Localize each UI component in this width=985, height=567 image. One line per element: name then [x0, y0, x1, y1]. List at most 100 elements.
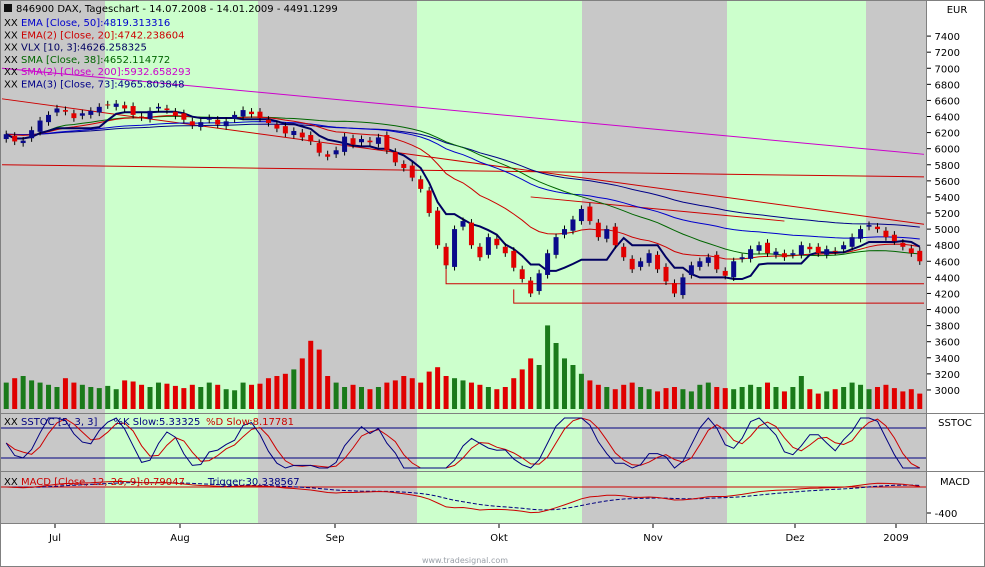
y-tick-label: 7200 [935, 48, 960, 59]
legend-item[interactable]: Trigger:30.338567 [207, 477, 300, 488]
volume-bar [291, 369, 297, 409]
volume-bar [249, 384, 255, 409]
candle-body [62, 110, 68, 112]
candle-body [139, 116, 145, 118]
candle-body [798, 245, 804, 255]
candle-body [511, 250, 517, 268]
candle-body [282, 126, 288, 134]
volume-bar [604, 387, 610, 409]
legend-prefix: XX [4, 477, 18, 488]
candle-body [375, 137, 381, 144]
volume-bar [282, 373, 288, 409]
volume-bar [54, 387, 60, 409]
candle-body [367, 140, 373, 143]
band-sstoc-4 [582, 414, 727, 471]
candle-body [172, 111, 178, 116]
candle-body [316, 143, 322, 153]
volume-bar [908, 389, 914, 409]
candle-body [460, 221, 466, 227]
volume-bar [807, 389, 813, 409]
candle-body [891, 234, 897, 242]
x-tick-label: Jul [48, 533, 61, 544]
volume-bar [164, 383, 170, 409]
volume-bar [181, 388, 187, 409]
chart-header: 846900 DAX, Tageschart - 14.07.2008 - 14… [4, 4, 338, 15]
candle-body [595, 222, 601, 238]
candle-body [3, 134, 9, 140]
candle-body [502, 246, 508, 254]
volume-bar [722, 388, 728, 409]
y-tick-label: 6600 [935, 96, 960, 107]
volume-bar [367, 389, 373, 409]
date-axis: Jul Aug Sep Okt Nov Dez 2009 [48, 524, 909, 544]
candle-body [477, 246, 483, 258]
candle-body [265, 119, 271, 123]
volume-bar [883, 384, 889, 409]
candle-body [418, 179, 424, 189]
candle-body [46, 114, 52, 123]
candle-body [883, 230, 889, 238]
legend-prefix: XX [4, 55, 18, 66]
band-1 [105, 0, 258, 413]
legend-prefix: XX [4, 30, 18, 41]
volume-bar [646, 389, 652, 409]
legend-item[interactable]: SMA(2) [Close, 200]:5932.658293 [21, 67, 191, 78]
volume-bar [832, 389, 838, 409]
candle-body [545, 253, 551, 275]
legend-item[interactable]: EMA(2) [Close, 20]:4742.238604 [21, 30, 184, 41]
sma200-line [1, 67, 925, 155]
volume-bar [62, 378, 68, 409]
price-axis: 7400 7200 7000 6800 6600 6400 6200 6000 5800 5600… [927, 32, 960, 397]
volume-bar [435, 367, 441, 409]
candle-body [147, 110, 153, 119]
legend-macd[interactable]: XX MACD [Close, 12, 26, 9]:0.79047 Trigger… [4, 477, 300, 488]
volume-bar [333, 382, 339, 409]
legend-item[interactable]: VLX [10, 3]:4626.258325 [21, 43, 147, 54]
resistance-line [530, 196, 785, 222]
legend-item[interactable]: SSTOC [5, 3, 3] [21, 417, 98, 428]
candle-body [739, 257, 745, 259]
volume-bar [172, 385, 178, 409]
candle-body [680, 277, 686, 296]
legend-prefix: XX [4, 67, 18, 78]
volume-bar [122, 380, 128, 409]
legend-item[interactable]: %K Slow:5.33325 [114, 417, 201, 428]
volume-bar [494, 389, 500, 409]
band-macd-5 [727, 472, 866, 523]
volume-bar [756, 387, 762, 409]
candle-body [748, 249, 754, 259]
band-6 [866, 0, 926, 413]
legend-item[interactable]: MACD [Close, 12, 26, 9]:0.79047 [21, 477, 185, 488]
volume-bar [638, 387, 644, 409]
band-sstoc-1 [105, 414, 258, 471]
y-tick-label: 5400 [935, 193, 960, 204]
candle-body [198, 122, 204, 127]
band-sstoc-5 [727, 414, 866, 471]
volume-bar [375, 387, 381, 409]
volume-bar [215, 384, 221, 409]
volume-bar [671, 387, 677, 409]
volume-bar [917, 393, 923, 409]
legend-item[interactable]: EMA [Close, 50]:4819.313316 [21, 18, 170, 29]
legend-sstoc[interactable]: XX SSTOC [5, 3, 3] %K Slow:5.33325 %D Slow:… [4, 417, 294, 428]
candle-body [528, 280, 534, 294]
ema50-line [6, 121, 920, 240]
volume-bar [629, 382, 635, 409]
legend-item[interactable]: %D Slow:8.17781 [206, 417, 294, 428]
candle-body [621, 246, 627, 258]
candle-body [646, 253, 652, 263]
volume-bar [265, 378, 271, 409]
volume-bar [342, 387, 348, 409]
volume-bar [528, 358, 534, 409]
volume-bar [798, 376, 804, 409]
legend-item[interactable]: SMA [Close, 38]:4652.114772 [21, 55, 170, 66]
legend-item[interactable]: EMA(3) [Close, 73]:4965.803848 [21, 80, 184, 91]
volume-bar [680, 389, 686, 409]
volume-bar [452, 378, 458, 409]
volume-bar [96, 388, 102, 409]
y-tick-label: 3200 [935, 370, 960, 381]
volume-bar [841, 387, 847, 409]
candle-body [697, 261, 703, 267]
